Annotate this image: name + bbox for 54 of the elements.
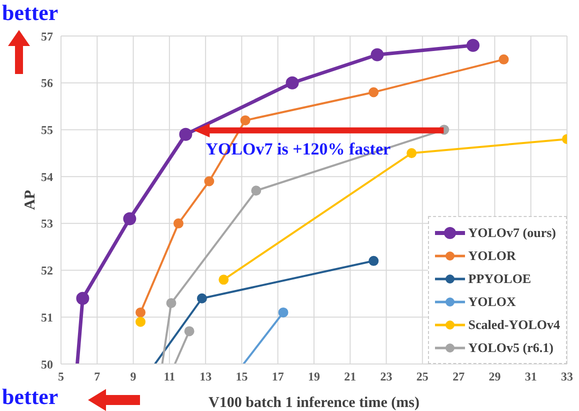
y-tick-label: 57	[41, 29, 53, 44]
point	[278, 307, 288, 318]
x-tick-label: 25	[416, 370, 428, 384]
point	[406, 148, 417, 158]
y-tick-label: 53	[41, 216, 53, 231]
point	[196, 293, 207, 304]
point	[76, 292, 90, 305]
x-tick-label: 5	[58, 370, 64, 384]
point	[370, 48, 384, 62]
point	[179, 128, 192, 141]
text: better	[2, 0, 58, 26]
x-tick-label: 31	[524, 370, 537, 384]
x-tick-label: 29	[488, 370, 501, 384]
point	[218, 274, 229, 285]
x-tick-label: 27	[452, 370, 465, 384]
point	[498, 54, 509, 64]
y-tick-label: 50	[41, 357, 53, 372]
legend-label: YOLOX	[468, 294, 516, 310]
legend-label: YOLOv5 (r6.1)	[468, 340, 554, 356]
y-tick-label: 54	[41, 170, 53, 184]
y-tick-label: 55	[41, 122, 53, 137]
legend-label: YOLOv7 (ours)	[468, 224, 556, 240]
point	[286, 76, 299, 90]
y-tick-label: 51	[41, 310, 53, 324]
x-tick-label: 7	[94, 370, 100, 384]
point	[123, 212, 136, 226]
legend-label: PPYOLOE	[468, 270, 532, 286]
x-tick-label: 19	[308, 370, 320, 384]
point	[466, 38, 480, 52]
x-tick-label: 23	[380, 370, 392, 384]
point	[184, 326, 194, 336]
point	[136, 307, 146, 318]
y-tick-label: 52	[41, 264, 53, 278]
x-axis-title: V100 batch 1 inference time (ms)	[208, 395, 420, 411]
x-tick-label: 9	[130, 370, 136, 384]
point	[251, 186, 262, 196]
x-tick-label: 33	[561, 370, 573, 384]
point	[173, 218, 184, 228]
y-axis-title: AP	[22, 190, 38, 210]
y-tick-label: 56	[41, 76, 53, 90]
point	[368, 87, 379, 98]
point	[368, 256, 379, 266]
point	[136, 316, 146, 327]
text: better	[2, 384, 58, 410]
x-tick-label: 11	[164, 370, 176, 384]
point	[166, 298, 176, 308]
x-tick-label: 15	[236, 370, 248, 384]
x-tick-label: 17	[272, 370, 284, 384]
legend-label: Scaled-YOLOv4	[468, 316, 560, 332]
x-tick-label: 21	[344, 370, 356, 384]
point	[240, 115, 250, 126]
x-tick-label: 13	[200, 370, 212, 384]
point	[204, 176, 214, 186]
legend-label: YOLOR	[468, 248, 516, 264]
